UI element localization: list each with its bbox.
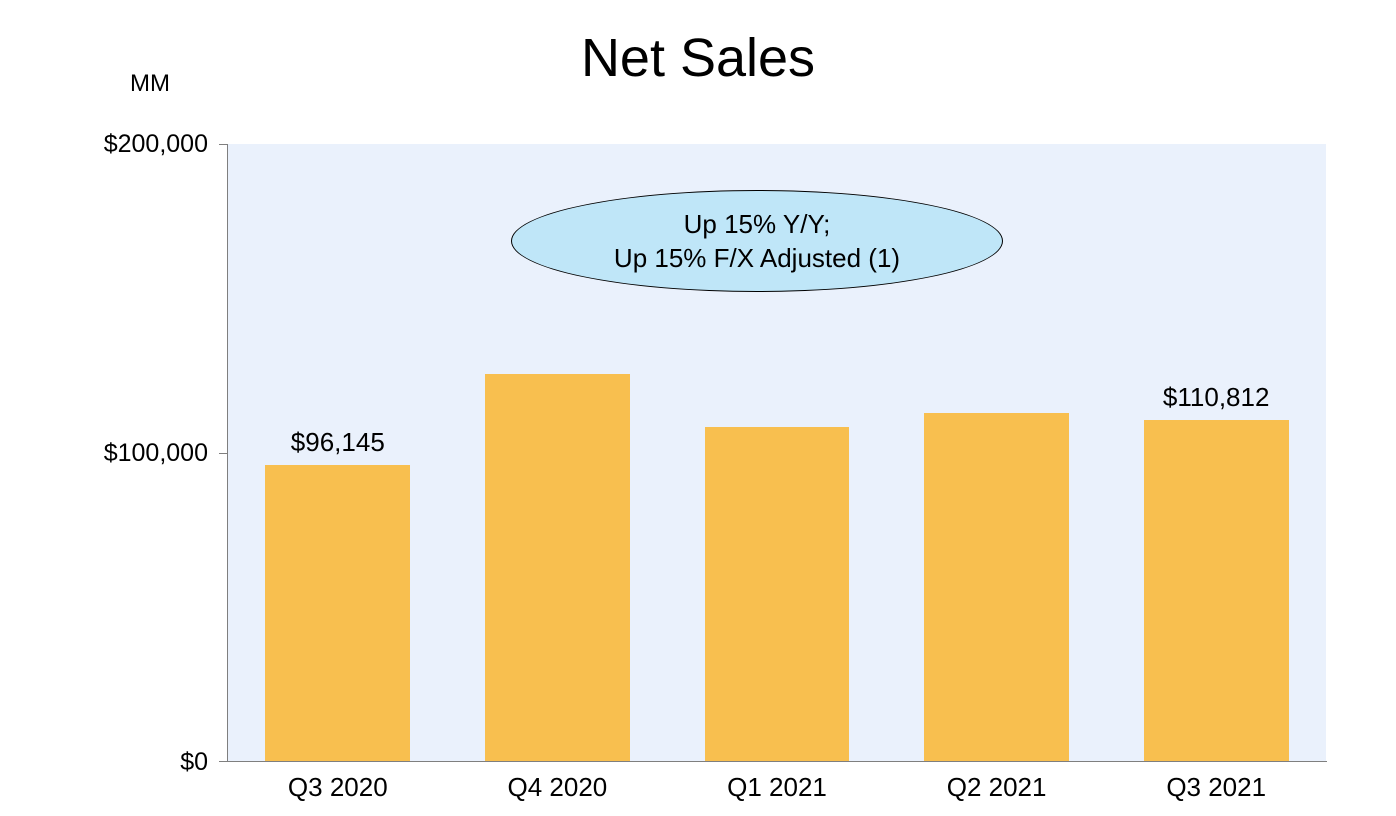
growth-callout: Up 15% Y/Y; Up 15% F/X Adjusted (1) [511,190,1003,292]
chart-title: Net Sales [580,28,816,88]
x-tick-label: Q3 2021 [1166,772,1267,802]
y-tick-label: $100,000 [103,439,208,467]
data-label: $96,145 [290,426,385,457]
y-tick-label: $0 [180,748,208,776]
x-tick-label: Q1 2021 [727,772,827,802]
callout-line-1: Up 15% Y/Y; [683,209,831,239]
bar-q3-2020 [265,464,411,762]
bar-q2-2021 [924,412,1070,762]
y-tick-mark [219,453,227,454]
bar-q3-2021 [1143,419,1289,762]
y-tick-label: $200,000 [103,130,208,158]
data-label: $110,812 [1162,381,1270,412]
x-tick-label: Q3 2020 [287,772,388,802]
callout-line-2: Up 15% F/X Adjusted (1) [613,243,901,273]
bar-q1-2021 [704,426,850,762]
x-tick-label: Q2 2021 [946,772,1047,802]
unit-label: MM [130,70,170,97]
y-tick-mark [219,761,227,762]
x-axis-line [227,761,1327,762]
x-tick-label: Q4 2020 [507,772,608,802]
y-axis-line [227,144,228,762]
bar-q4-2020 [484,374,630,762]
y-tick-mark [219,144,227,145]
